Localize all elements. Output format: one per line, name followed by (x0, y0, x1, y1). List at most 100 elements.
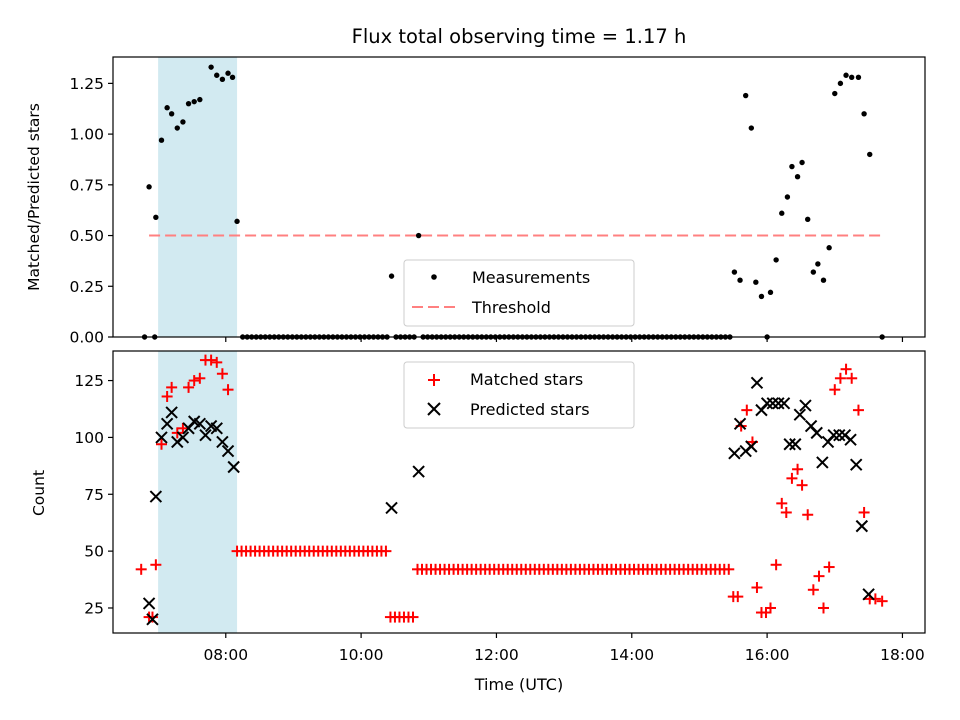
measurement-point (815, 261, 821, 267)
legend-label-measurements: Measurements (472, 268, 590, 287)
measurement-point (794, 174, 801, 180)
predicted-star-point (210, 422, 223, 435)
predicted-star-point (855, 519, 869, 533)
measurement-point (855, 74, 862, 80)
predicted-star-point (165, 406, 178, 419)
matched-star-point (188, 375, 200, 387)
matched-star-point (852, 404, 864, 416)
measurement-point (748, 125, 755, 131)
x-tick-label: 18:00 (880, 646, 925, 664)
predicted-star-point (142, 597, 156, 610)
y-tick-label: 1.25 (69, 75, 104, 93)
matched-star-point (155, 438, 167, 450)
predicted-star-point (816, 456, 829, 469)
predicted-star-point (783, 438, 796, 451)
matched-star-point (183, 381, 195, 393)
matched-star-point (216, 368, 228, 380)
measurement-point (753, 279, 759, 285)
matched-star-point (776, 497, 788, 509)
predicted-star-point (844, 433, 857, 446)
top-xticks (225, 337, 904, 342)
predicted-star-point (728, 447, 741, 460)
measurement-point (168, 111, 175, 117)
measurement-point (731, 269, 738, 275)
measurement-point (742, 92, 749, 99)
legend-marker-predicted (427, 402, 441, 416)
matched-star-point (876, 595, 888, 607)
measurement-point (837, 80, 844, 87)
measurement-point (810, 269, 817, 275)
bottom-legend-box (403, 361, 635, 429)
y-tick-label: 0.50 (69, 227, 104, 245)
matched-star-point (796, 479, 808, 491)
matched-star-point (161, 390, 173, 402)
measurement-point (779, 210, 785, 216)
predicted-star-point (412, 465, 425, 478)
top-panel: 0.00 0.25 0.50 0.75 1.00 1.25 Matched/Predict… (25, 56, 926, 347)
measurement-point (208, 64, 214, 70)
bottom-xticks: 08:00 10:00 12:00 14:00 16:00 18:00 (203, 633, 925, 664)
measurement-point (758, 293, 765, 300)
measurement-point (219, 76, 226, 83)
top-plot-frame (112, 56, 926, 338)
matched-star-point (222, 384, 234, 396)
predicted-star-point (827, 428, 840, 442)
measurement-point (767, 289, 774, 296)
measurement-point (805, 216, 811, 223)
measurement-point (867, 151, 873, 158)
x-tick-label: 16:00 (745, 646, 790, 664)
measurement-point (197, 96, 203, 103)
bottom-points (135, 354, 888, 626)
chart-title: Flux total observing time = 1.17 h (352, 25, 687, 48)
predicted-star-point (745, 440, 758, 453)
measurement-point (214, 72, 220, 78)
x-tick-label: 10:00 (339, 646, 384, 664)
predicted-star-point (146, 613, 159, 626)
measurement-point (415, 232, 422, 239)
predicted-star-point (766, 397, 779, 410)
bottom-ylabel: Count (30, 470, 48, 516)
top-yticks: 0.00 0.25 0.50 0.75 1.00 1.25 (69, 75, 113, 347)
predicted-star-point (849, 458, 863, 471)
predicted-star-point (833, 428, 846, 442)
legend-marker-measurements (431, 274, 437, 280)
x-tick-label: 08:00 (203, 646, 248, 664)
matched-star-point (205, 354, 217, 366)
top-points (141, 64, 885, 340)
x-tick-label: 14:00 (609, 646, 654, 664)
y-tick-label: 100 (74, 429, 104, 447)
matched-star-point (723, 563, 735, 575)
top-legend: Measurements Threshold (403, 259, 635, 327)
measurement-point (153, 214, 159, 220)
bottom-panel: 25 50 75 100 125 08:00 10:00 12:00 14:00 16:00 18… (30, 350, 926, 694)
top-legend-box (403, 259, 635, 327)
top-highlight-band (158, 57, 238, 337)
measurement-point (229, 74, 236, 80)
top-ylabel: Matched/Predicted stars (25, 103, 43, 291)
y-tick-label: 0.75 (69, 176, 104, 194)
predicted-star-point (385, 501, 398, 515)
predicted-star-point (733, 417, 747, 430)
matched-star-point (869, 593, 881, 605)
measurement-point (191, 98, 197, 105)
measurement-point (234, 218, 240, 225)
matched-star-point (741, 404, 753, 416)
measurement-point (180, 119, 186, 125)
matched-star-point (166, 381, 178, 393)
predicted-star-point (176, 431, 190, 444)
y-tick-label: 0.25 (69, 278, 104, 296)
y-tick-label: 1.00 (69, 126, 104, 144)
matched-star-point (846, 372, 858, 384)
matched-star-point (770, 559, 782, 571)
bottom-legend: Matched stars Predicted stars (403, 361, 635, 429)
predicted-star-point (799, 399, 812, 412)
measurement-point (789, 163, 795, 170)
matched-star-point (786, 472, 798, 484)
predicted-star-point (160, 417, 174, 430)
y-tick-label: 25 (84, 599, 104, 617)
predicted-star-point (760, 397, 774, 410)
matched-star-point (818, 602, 829, 614)
x-tick-label: 12:00 (474, 646, 519, 664)
predicted-star-point (789, 438, 802, 451)
matched-star-point (407, 611, 419, 623)
